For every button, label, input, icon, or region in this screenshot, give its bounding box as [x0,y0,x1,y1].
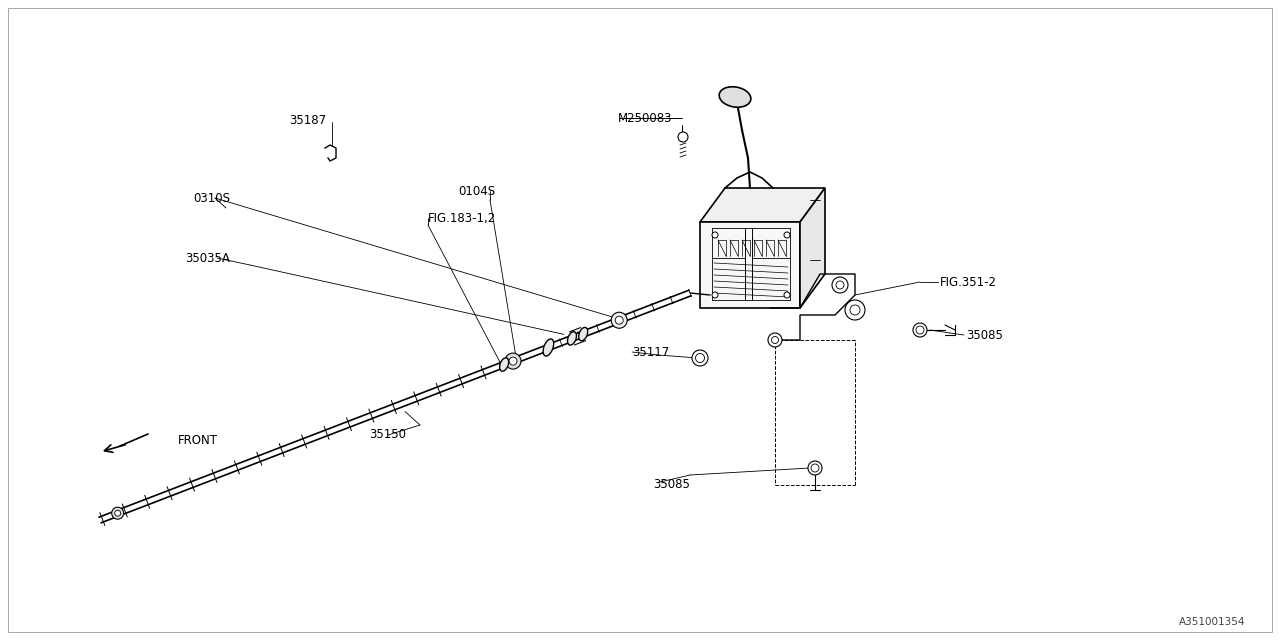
Text: FIG.351-2: FIG.351-2 [940,275,997,289]
Circle shape [678,132,689,142]
Circle shape [812,464,819,472]
Circle shape [785,292,790,298]
Text: 0104S: 0104S [458,184,495,198]
Circle shape [712,292,718,298]
Text: FIG.183-1,2: FIG.183-1,2 [428,211,497,225]
Circle shape [832,277,849,293]
Circle shape [850,305,860,315]
Ellipse shape [579,328,588,340]
Circle shape [612,312,627,328]
Circle shape [808,461,822,475]
Text: 35187: 35187 [289,113,326,127]
Circle shape [768,333,782,347]
Circle shape [845,300,865,320]
Circle shape [111,507,124,519]
Text: 35150: 35150 [370,429,407,442]
Ellipse shape [719,87,751,108]
Circle shape [836,281,844,289]
Polygon shape [700,222,800,308]
Text: 0310S: 0310S [193,191,230,205]
Circle shape [506,353,521,369]
Circle shape [616,316,623,324]
Circle shape [692,350,708,366]
Circle shape [913,323,927,337]
Circle shape [509,357,517,365]
Circle shape [712,232,718,238]
Ellipse shape [499,358,508,371]
Ellipse shape [567,332,576,345]
Circle shape [772,337,778,344]
Circle shape [785,232,790,238]
Ellipse shape [543,339,554,356]
Circle shape [916,326,924,334]
Text: 35117: 35117 [632,346,669,358]
Text: 35085: 35085 [966,328,1002,342]
Circle shape [695,353,704,362]
Text: M250083: M250083 [618,111,672,125]
Text: A351001354: A351001354 [1179,617,1245,627]
Text: 35035A: 35035A [186,252,230,264]
Text: 35085: 35085 [654,479,690,492]
Polygon shape [800,188,826,308]
Circle shape [115,510,120,516]
Text: FRONT: FRONT [178,433,218,447]
Polygon shape [700,188,826,222]
